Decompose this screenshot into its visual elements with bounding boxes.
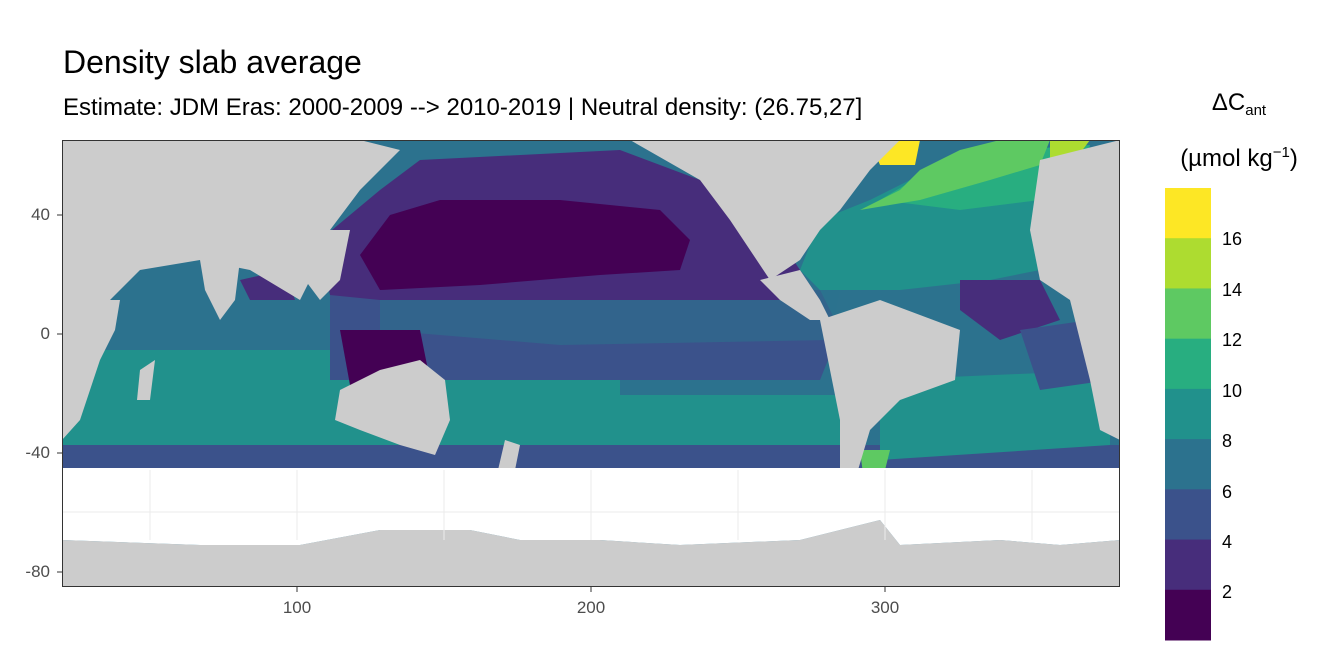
legend-color-step (1165, 238, 1211, 289)
legend-color-step (1165, 288, 1211, 340)
south-midlat-band (62, 350, 850, 445)
north-pacific-core (360, 200, 690, 290)
labrador-green (860, 140, 1050, 210)
y-tick-label: 0 (40, 324, 50, 343)
south-atlantic-teal (880, 370, 1110, 460)
legend-tick-label: 10 (1222, 381, 1243, 401)
legend-color-step (1165, 589, 1211, 641)
x-tick-label: 100 (282, 598, 312, 617)
y-tick-label: -80 (25, 562, 50, 581)
panel-border (62, 140, 1120, 587)
legend-tick-label: 16 (1222, 229, 1243, 249)
legend-tick-label: 4 (1222, 532, 1233, 552)
legend-color-step (1165, 439, 1211, 490)
legend-color-step (1165, 188, 1211, 239)
legend-color-step (1165, 489, 1211, 541)
y-tick-label: -40 (25, 443, 50, 462)
x-tick-label: 300 (870, 598, 900, 617)
legend-tick-label: 6 (1222, 482, 1233, 502)
y-tick-label: 40 (31, 205, 50, 224)
legend-unit: (µmol kg−1) (1180, 144, 1298, 172)
plot-subtitle: Estimate: JDM Eras: 2000-2009 --> 2010-2… (63, 94, 863, 121)
x-tick-label: 200 (576, 598, 606, 617)
legend-title: ΔCant (1211, 89, 1267, 119)
legend-tick-label: 12 (1222, 330, 1243, 350)
legend-colorbar (1165, 188, 1211, 641)
grid-lines (62, 470, 1120, 540)
legend-tick-label: 2 (1222, 582, 1233, 602)
legend-color-step (1165, 388, 1211, 440)
legend-color-step (1165, 338, 1211, 390)
legend-color-step (1165, 539, 1211, 591)
legend-tick-label: 14 (1222, 280, 1243, 300)
legend-tick-label: 8 (1222, 431, 1233, 451)
plot-title: Density slab average (63, 44, 362, 80)
axis-tick-marks (57, 214, 886, 592)
land (62, 140, 1120, 587)
tropical-atlantic-purple (960, 280, 1060, 340)
